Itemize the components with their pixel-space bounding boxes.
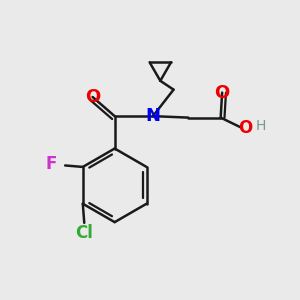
Text: O: O	[214, 84, 230, 102]
Text: Cl: Cl	[75, 224, 93, 242]
Text: H: H	[256, 119, 266, 134]
Text: N: N	[146, 107, 160, 125]
Text: O: O	[238, 119, 253, 137]
Text: F: F	[46, 155, 57, 173]
Text: O: O	[85, 88, 100, 106]
